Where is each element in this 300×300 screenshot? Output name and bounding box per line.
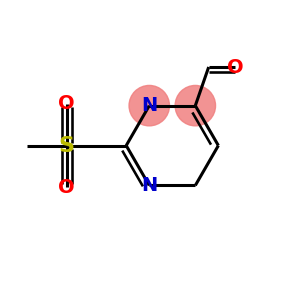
Text: O: O — [58, 178, 75, 197]
Text: N: N — [141, 96, 158, 115]
Circle shape — [129, 85, 170, 126]
Text: O: O — [227, 58, 244, 76]
Circle shape — [175, 85, 215, 126]
Text: O: O — [58, 94, 75, 113]
Text: N: N — [141, 176, 158, 195]
Text: S: S — [59, 136, 75, 155]
